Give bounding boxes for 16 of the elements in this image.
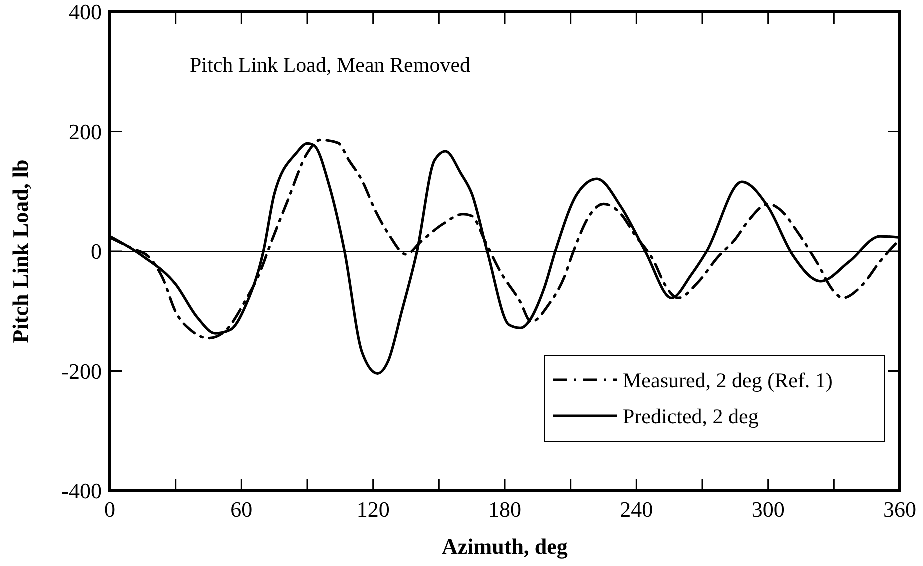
x-tick-label: 60: [230, 497, 253, 522]
x-tick-label: 180: [488, 497, 522, 522]
legend-label: Measured, 2 deg (Ref. 1): [623, 368, 833, 392]
y-tick-label: -200: [62, 358, 102, 384]
x-axis-title: Azimuth, deg: [442, 534, 568, 559]
legend-label: Predicted, 2 deg: [623, 404, 760, 428]
x-tick-label: 300: [752, 497, 785, 522]
x-tick-label: 360: [884, 497, 916, 522]
y-axis-title: Pitch Link Load, lb: [8, 160, 33, 344]
y-tick-label: -400: [62, 478, 102, 504]
y-tick-label: 200: [69, 119, 102, 144]
y-tick-label: 0: [91, 239, 102, 264]
y-tick-label: 400: [69, 0, 102, 25]
x-tick-label: 120: [356, 497, 390, 522]
annotation: Pitch Link Load, Mean Removed: [190, 53, 472, 77]
x-tick-label: 240: [620, 497, 654, 522]
